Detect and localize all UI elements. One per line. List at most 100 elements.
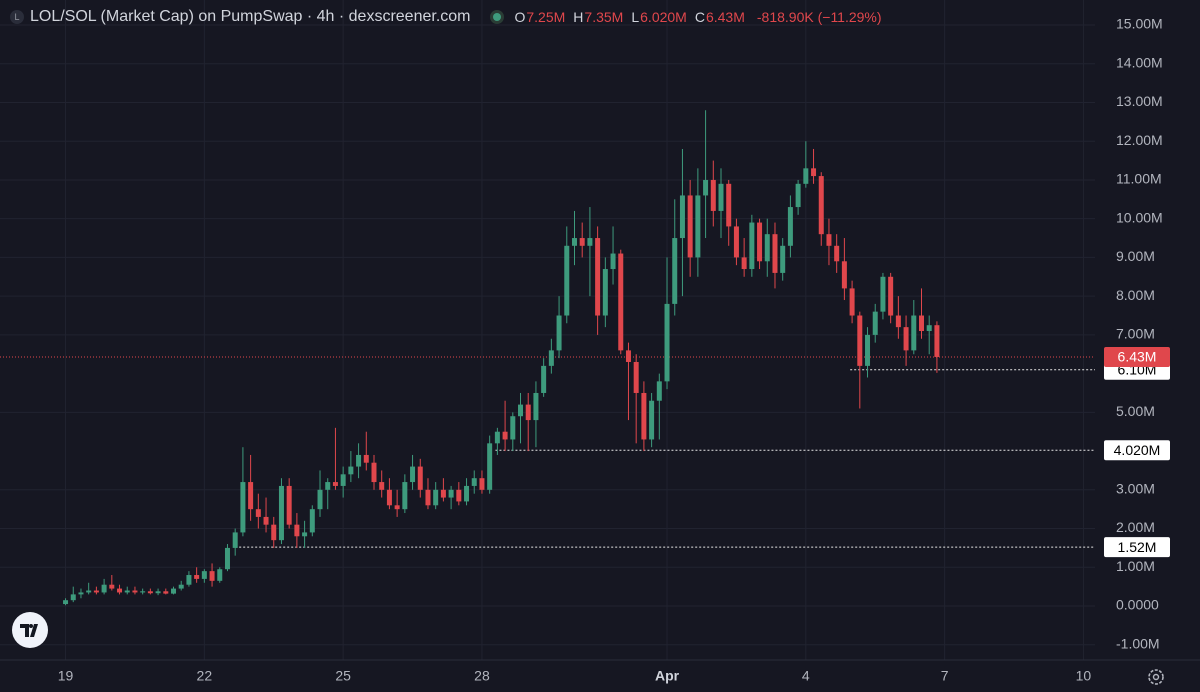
- candle-body: [533, 392, 539, 421]
- candle-body: [525, 404, 531, 421]
- candle-body: [672, 238, 678, 304]
- candle-body: [587, 238, 593, 246]
- axes: 15.00M 14.00M 13.00M 12.00M 11.00M 10.00M 9.00…: [0, 16, 1200, 684]
- candle-body: [695, 195, 701, 258]
- candle-body: [201, 571, 207, 579]
- candle-body: [656, 381, 662, 401]
- last-price-label: 6.43M: [1118, 349, 1157, 365]
- y-tick-label: 15.00M: [1116, 16, 1163, 32]
- y-tick-label: 2.00M: [1116, 519, 1155, 535]
- candle-body: [379, 482, 385, 490]
- candle-body: [918, 315, 924, 332]
- y-tick-label: 5.00M: [1116, 403, 1155, 419]
- x-tick-label: 22: [197, 668, 213, 684]
- candle-body: [340, 474, 346, 486]
- candle-body: [425, 489, 431, 506]
- candle-body: [278, 485, 284, 541]
- candle-body: [687, 195, 693, 258]
- y-tick-label: 10.00M: [1116, 209, 1163, 225]
- chart-header: L LOL/SOL (Market Cap) on PumpSwap · 4h …: [10, 8, 882, 26]
- candle-body: [718, 183, 724, 211]
- candle-body: [124, 590, 130, 593]
- candle-body: [757, 222, 763, 262]
- candle-body: [186, 575, 192, 585]
- candle-body: [494, 431, 500, 444]
- candle-body: [332, 482, 338, 486]
- candle-body: [795, 183, 801, 208]
- candle-body: [834, 245, 840, 262]
- candle-body: [348, 466, 354, 475]
- ohlc-item: H 7.35M: [573, 9, 623, 25]
- candle-body: [625, 350, 631, 362]
- status-dot: [490, 10, 505, 24]
- candle-body: [70, 594, 76, 601]
- candle-body: [294, 524, 300, 537]
- ohlc-key: L: [631, 9, 640, 25]
- candle-body: [911, 315, 917, 351]
- y-tick-label: 3.00M: [1116, 481, 1155, 497]
- candle-body: [363, 454, 369, 463]
- candle-body: [271, 524, 277, 541]
- candle-body: [263, 516, 269, 525]
- y-tick-label: 14.00M: [1116, 54, 1163, 70]
- candle-body: [325, 482, 331, 490]
- candle-body: [63, 600, 69, 605]
- candle-body: [772, 234, 778, 273]
- candle-body: [934, 325, 940, 357]
- candle-body: [417, 466, 423, 490]
- y-tick-label: 9.00M: [1116, 248, 1155, 264]
- candle-body: [109, 584, 115, 589]
- chart-title: LOL/SOL (Market Cap) on PumpSwap · 4h · …: [30, 8, 471, 25]
- candle-body: [780, 245, 786, 273]
- grid: [0, 0, 1095, 660]
- x-tick-label: 10: [1076, 668, 1092, 684]
- candle-body: [610, 253, 616, 270]
- y-tick-label: -1.00M: [1116, 635, 1160, 651]
- candle-body: [903, 327, 909, 351]
- candle-body: [209, 571, 215, 581]
- candle-body: [479, 478, 485, 490]
- candle-body: [649, 400, 655, 440]
- y-tick-label: 13.00M: [1116, 93, 1163, 109]
- x-tick-label: 25: [335, 668, 351, 684]
- candle-body: [163, 591, 169, 594]
- candle-body: [132, 590, 138, 593]
- y-tick-label: 0.0000: [1116, 597, 1159, 613]
- candle-body: [309, 509, 315, 533]
- candle-body: [171, 588, 177, 594]
- ohlc-item: O 7.25M: [514, 9, 565, 25]
- candle-body: [224, 547, 230, 570]
- y-tick-label: 1.00M: [1116, 558, 1155, 574]
- price-tag: [1104, 440, 1170, 461]
- candle-body: [286, 485, 292, 525]
- y-tick-label: 11.00M: [1116, 171, 1162, 187]
- candle-body: [356, 454, 362, 467]
- candle-body: [386, 489, 392, 506]
- candle-body: [448, 489, 454, 498]
- price-tag: [1104, 537, 1170, 558]
- levels: [0, 356, 1095, 548]
- candle-body: [733, 226, 739, 258]
- candle-body: [433, 489, 439, 506]
- candle-body: [764, 234, 770, 262]
- candle-body: [302, 532, 308, 537]
- last-price-tag: [1104, 346, 1170, 367]
- candle-body: [888, 276, 894, 316]
- candle-body: [679, 195, 685, 239]
- candle-body: [602, 269, 608, 316]
- candle-body: [826, 234, 832, 246]
- candle-body: [147, 591, 153, 594]
- x-tick-label: 28: [474, 668, 490, 684]
- candle-body: [471, 478, 477, 486]
- candle-body: [633, 361, 639, 393]
- candle-body: [394, 505, 400, 510]
- candle-body: [502, 431, 508, 440]
- ohlc-value: 7.25M: [526, 9, 566, 25]
- candle-body: [818, 176, 824, 235]
- x-tick-label: 4: [802, 668, 810, 684]
- settings-icon[interactable]: [1148, 669, 1164, 685]
- candle-body: [710, 179, 716, 211]
- ohlc-key: O: [514, 9, 526, 25]
